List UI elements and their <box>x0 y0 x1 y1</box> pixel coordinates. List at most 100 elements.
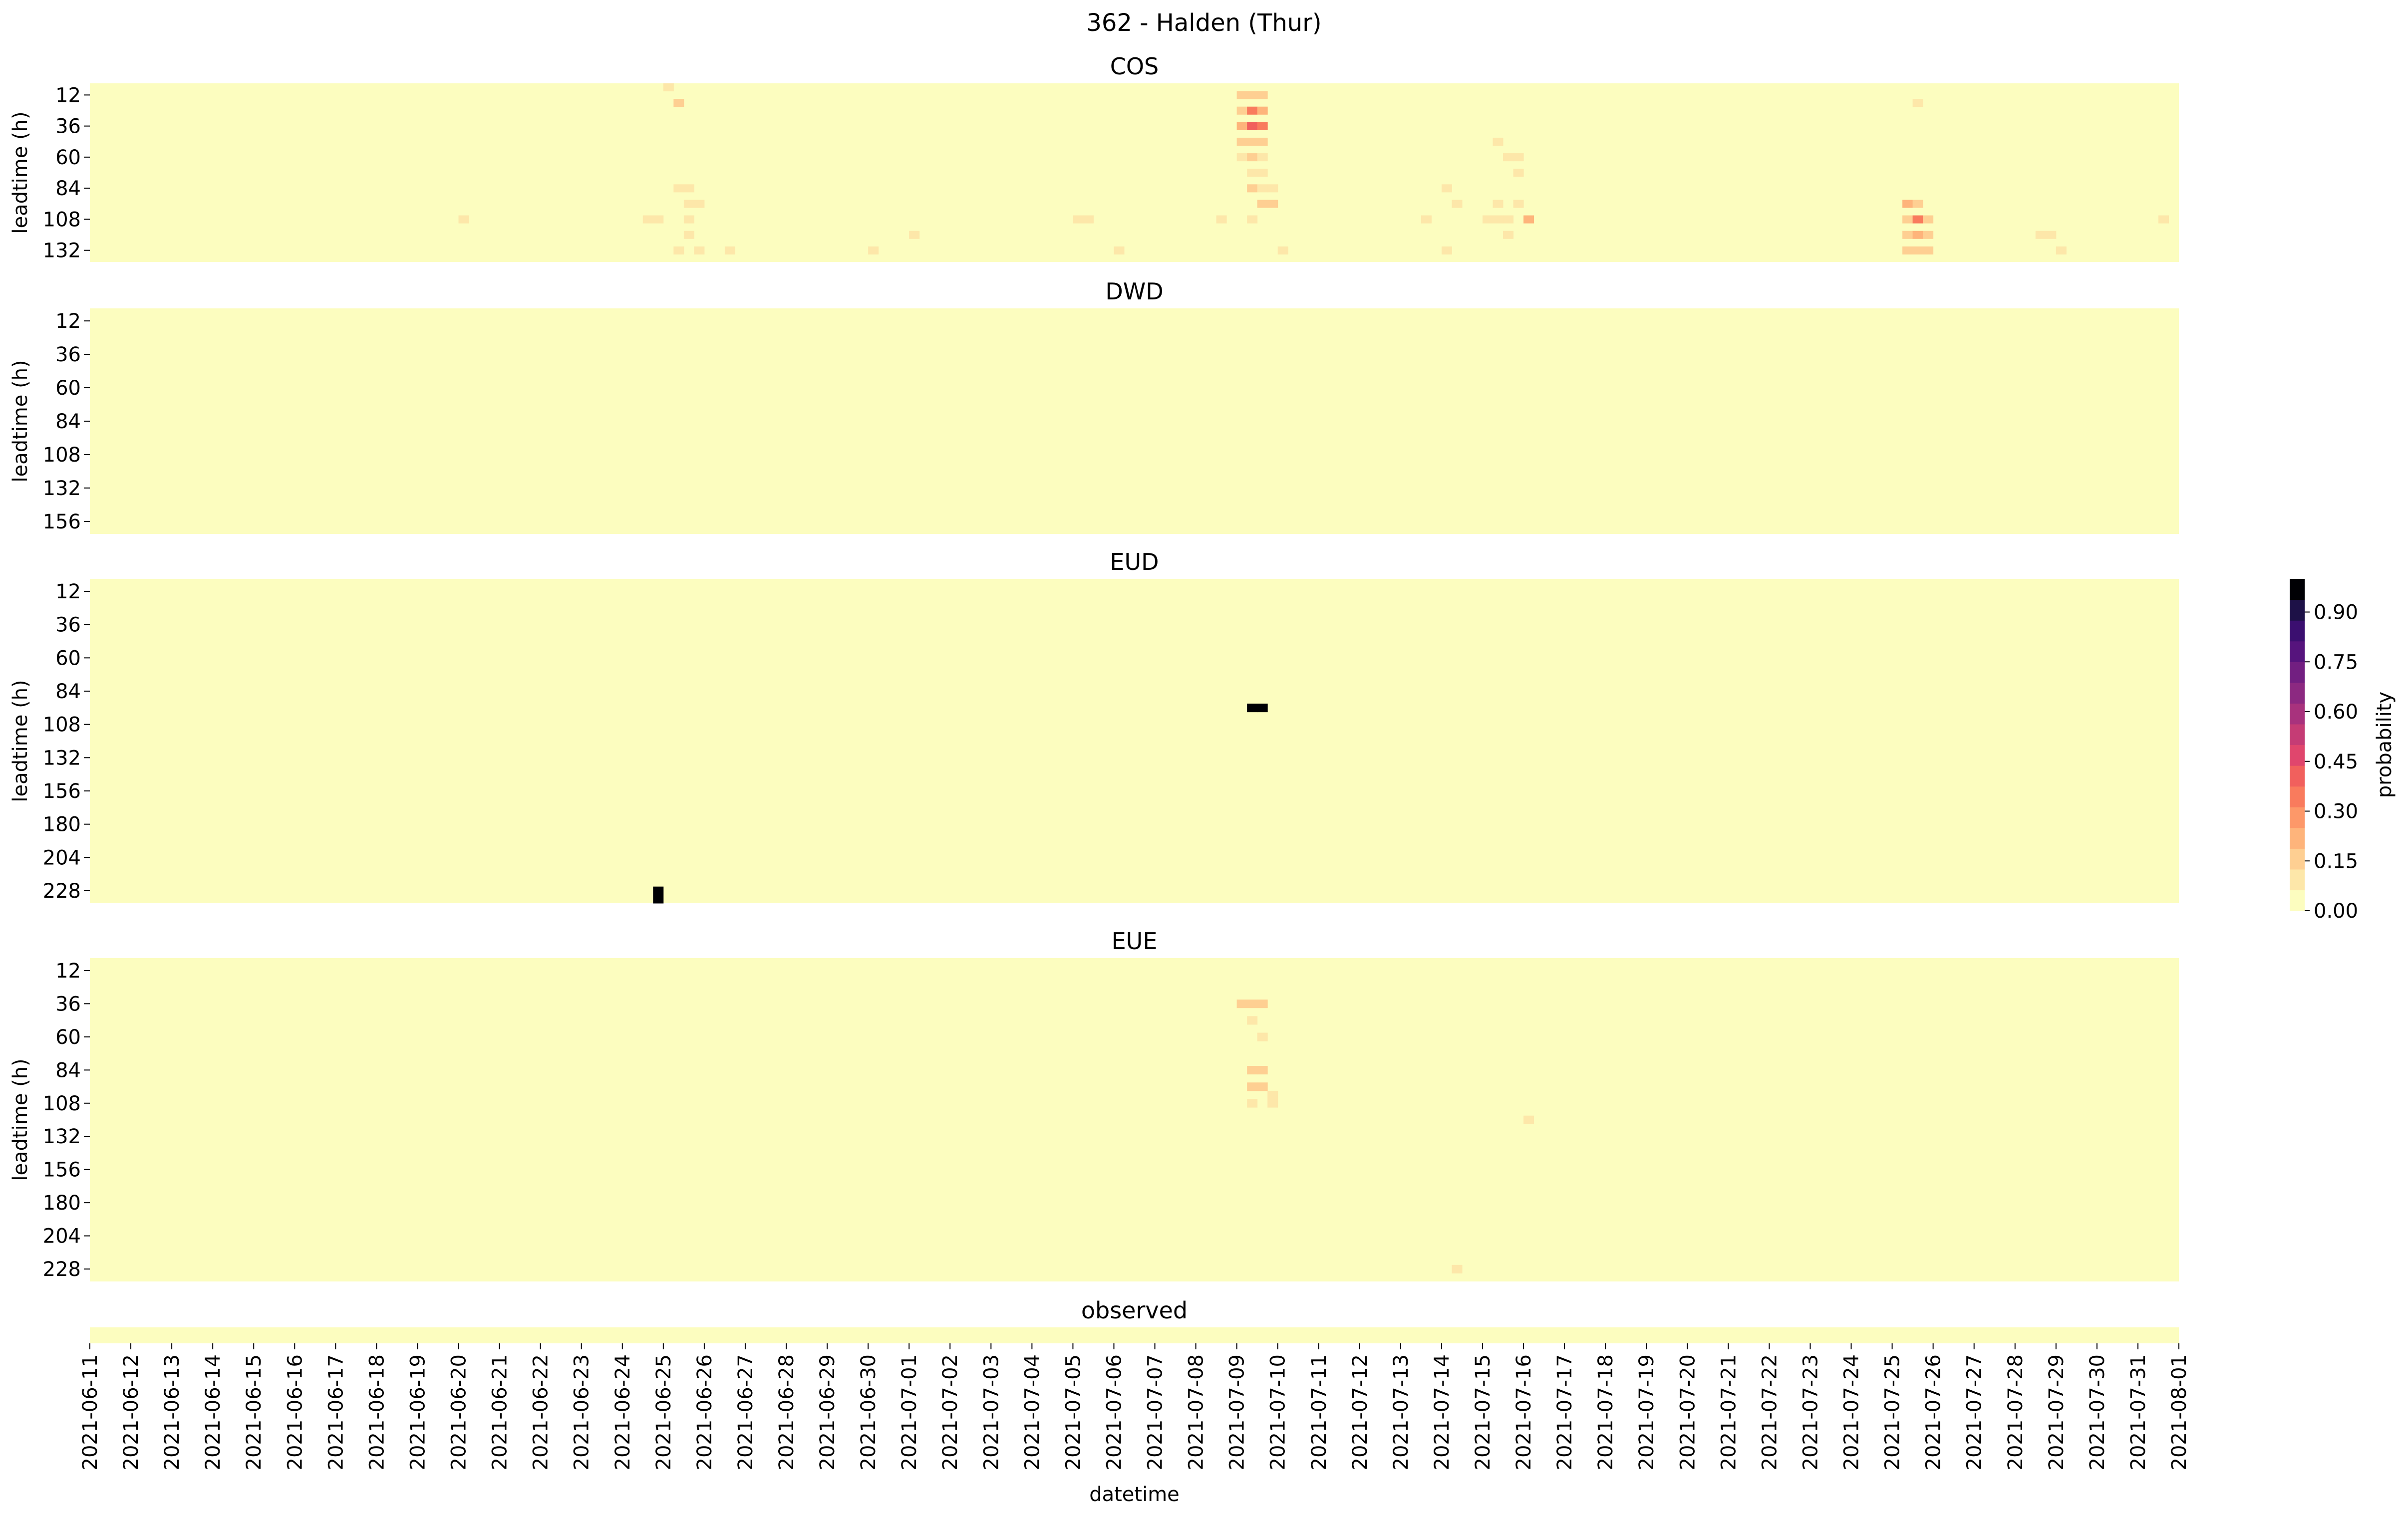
x-tick-label: 2021-06-16 <box>284 1354 306 1470</box>
heatmap-cell <box>1513 200 1524 208</box>
y-tick-label: 204 <box>43 1225 81 1248</box>
x-tick-label: 2021-07-23 <box>1799 1354 1822 1470</box>
x-tick-label: 2021-07-15 <box>1472 1354 1495 1470</box>
x-tick-label: 2021-07-25 <box>1881 1354 1904 1470</box>
heatmap-cell <box>694 246 705 254</box>
heatmap-cell <box>1902 231 1913 239</box>
heatmap-cell <box>1493 137 1504 146</box>
panel-title-dwd: DWD <box>1105 278 1163 305</box>
heatmap-cell <box>694 200 705 208</box>
colorbar-tick-label: 0.45 <box>2314 751 2358 773</box>
x-tick-label: 2021-07-18 <box>1594 1354 1617 1470</box>
y-tick-label: 132 <box>43 240 81 262</box>
heatmap-cell <box>1441 184 1452 193</box>
heatmap-cell <box>1452 200 1463 208</box>
heatmap-cell <box>1513 169 1524 177</box>
x-tick-label: 2021-07-19 <box>1635 1354 1658 1470</box>
x-tick-label: 2021-07-24 <box>1840 1354 1863 1470</box>
x-tick-label: 2021-06-21 <box>489 1354 512 1470</box>
colorbar-segment <box>2290 890 2305 911</box>
x-tick-label: 2021-07-27 <box>1963 1354 1986 1470</box>
heatmap-cell <box>1236 91 1247 99</box>
heatmap-cos <box>90 83 2179 262</box>
heatmap-cell <box>1452 1264 1463 1273</box>
heatmap-cell <box>1257 91 1268 99</box>
y-tick-label: 108 <box>43 714 81 737</box>
x-tick-label: 2021-06-15 <box>243 1354 266 1470</box>
heatmap-cell <box>1236 137 1247 146</box>
y-tick-label: 60 <box>55 377 81 400</box>
y-tick-label: 108 <box>43 1092 81 1115</box>
colorbar-segment <box>2290 641 2305 662</box>
y-tick-label: 60 <box>55 647 81 670</box>
heatmap-cell <box>683 184 694 193</box>
heatmap-cell <box>1114 246 1125 254</box>
heatmap-cell <box>1902 215 1913 224</box>
x-tick-label: 2021-07-07 <box>1144 1354 1167 1470</box>
y-tick-label: 108 <box>43 444 81 467</box>
heatmap-cell <box>653 215 664 224</box>
heatmap-cell <box>1912 99 1923 107</box>
y-axis-label-eud: leadtime (h) <box>9 680 32 802</box>
y-tick-label: 60 <box>55 146 81 169</box>
heatmap-cell <box>1247 137 1258 146</box>
heatmap-cell <box>1523 1115 1534 1124</box>
heatmap-cell <box>1503 231 1514 239</box>
heatmap-cell <box>1247 1099 1258 1108</box>
x-tick-label: 2021-07-29 <box>2045 1354 2068 1470</box>
panel-title-observed: observed <box>1081 1297 1188 1324</box>
y-tick-label: 108 <box>43 208 81 231</box>
heatmap-dwd <box>90 308 2179 534</box>
y-tick-label: 36 <box>55 614 81 637</box>
heatmap-cell <box>1912 200 1923 208</box>
x-tick-label: 2021-07-11 <box>1308 1354 1331 1470</box>
heatmap-cell <box>1247 1016 1258 1025</box>
heatmap-cell <box>1257 1082 1268 1091</box>
x-tick-label: 2021-07-10 <box>1267 1354 1290 1470</box>
y-tick-label: 156 <box>43 510 81 533</box>
heatmap-cell <box>1902 246 1913 254</box>
heatmap-cell <box>1083 215 1094 224</box>
y-tick-label: 36 <box>55 115 81 138</box>
colorbar-segment <box>2290 786 2305 807</box>
heatmap-eue <box>90 958 2179 1281</box>
panel-title-cos: COS <box>1110 53 1159 80</box>
panel-title-eue: EUE <box>1112 928 1158 955</box>
heatmap-cell <box>1267 200 1278 208</box>
heatmap-cell <box>1257 106 1268 115</box>
heatmap-cell <box>653 886 664 895</box>
heatmap-cell <box>1421 215 1432 224</box>
x-tick-label: 2021-06-24 <box>611 1354 634 1470</box>
heatmap-cell <box>642 215 653 224</box>
x-tick-label: 2021-07-20 <box>1676 1354 1699 1470</box>
heatmap-cell <box>1247 122 1258 130</box>
heatmap-cell <box>1247 91 1258 99</box>
heatmap-cell <box>2035 231 2046 239</box>
heatmap-cell <box>1267 184 1278 193</box>
heatmap-cell <box>1257 122 1268 130</box>
heatmap-cell <box>1236 106 1247 115</box>
heatmap-cell <box>1912 231 1923 239</box>
x-axis-label: datetime <box>1089 1483 1180 1506</box>
colorbar-segment <box>2290 662 2305 683</box>
heatmap-cell <box>1257 137 1268 146</box>
heatmap-cell <box>1503 153 1514 162</box>
y-axis-label-cos: leadtime (h) <box>9 111 32 234</box>
y-tick-label: 180 <box>43 813 81 836</box>
heatmap-cell <box>683 215 694 224</box>
heatmap-cell <box>653 895 664 904</box>
heatmap-cell <box>1247 1000 1258 1009</box>
heatmap-cell <box>1923 246 1934 254</box>
colorbar-segment <box>2290 848 2305 870</box>
heatmap-cell <box>868 246 879 254</box>
heatmap-cell <box>1073 215 1084 224</box>
x-tick-label: 2021-06-14 <box>202 1354 225 1470</box>
x-tick-label: 2021-07-21 <box>1717 1354 1740 1470</box>
heatmap-cell <box>1247 153 1258 162</box>
colorbar-tick-label: 0.15 <box>2314 850 2358 873</box>
heatmap-cell <box>1523 215 1534 224</box>
heatmap-cell <box>1247 1066 1258 1075</box>
heatmap-cell <box>909 231 920 239</box>
y-tick-label: 84 <box>55 680 81 703</box>
heatmap-cell <box>1247 169 1258 177</box>
